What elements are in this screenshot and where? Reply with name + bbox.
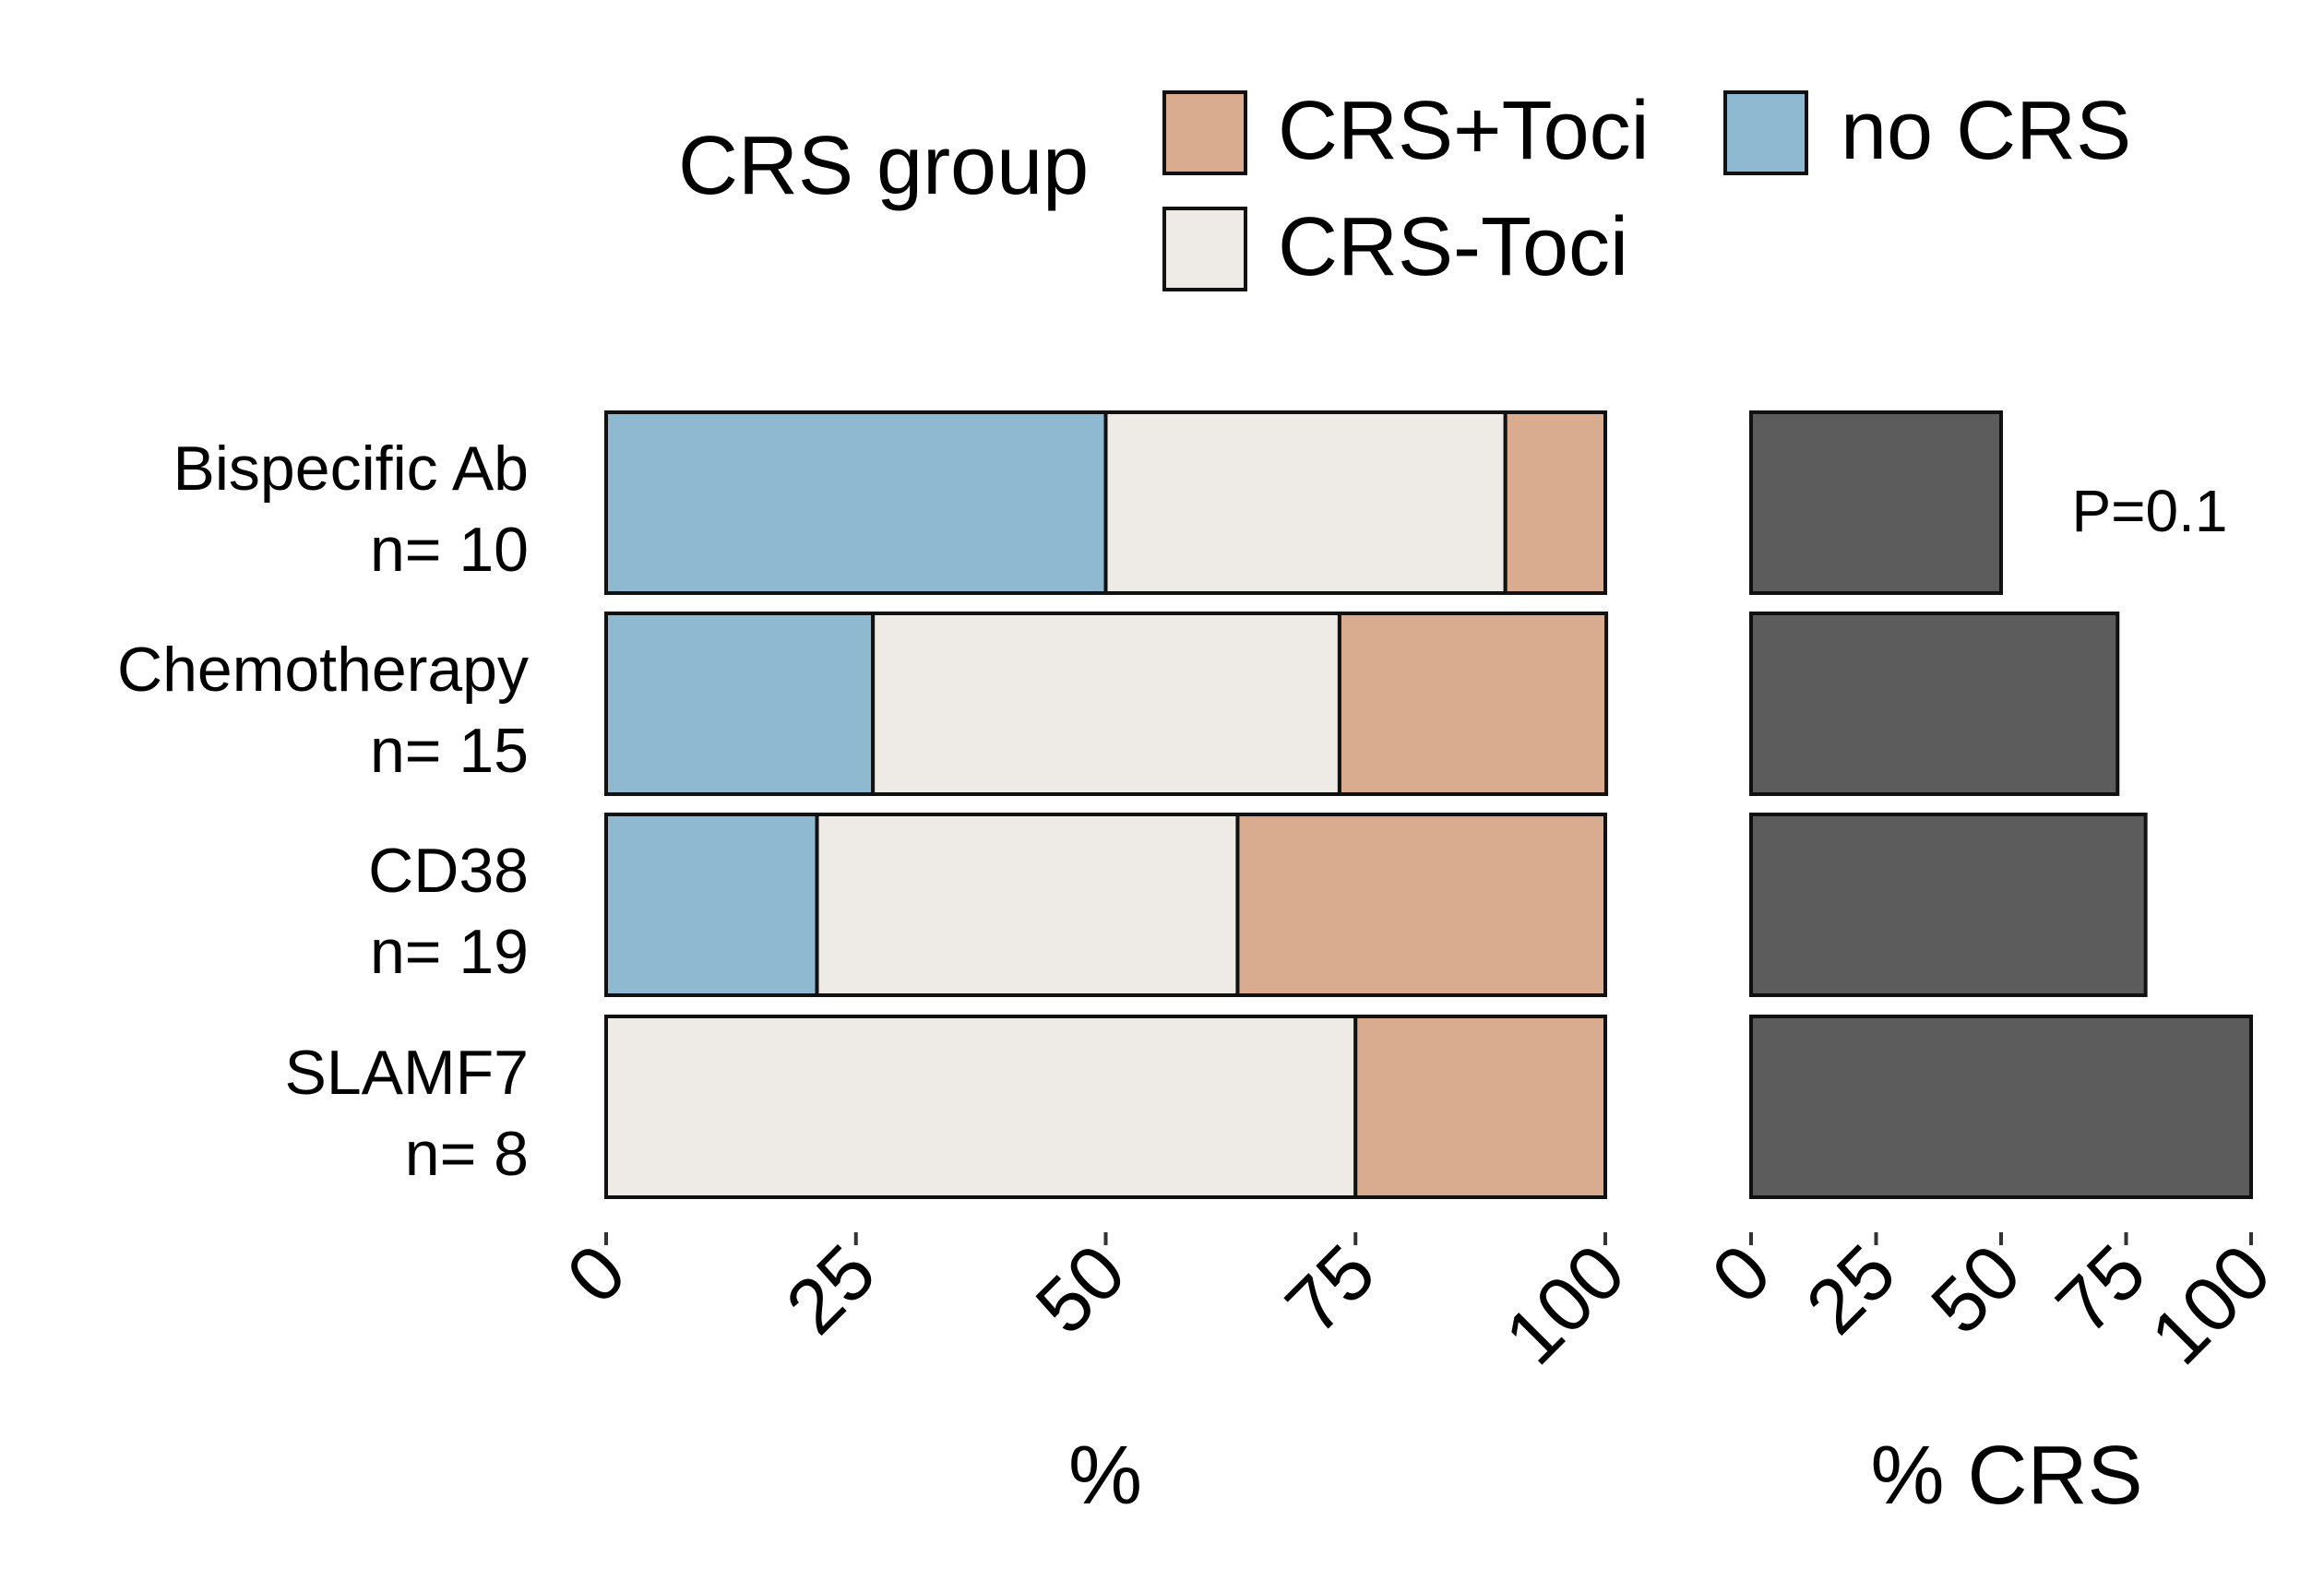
category-label-cd38: CD38 (368, 836, 529, 906)
x-axis-label: % (1068, 1430, 1142, 1522)
x-axis-tick-label-25: 25 (769, 1228, 892, 1350)
bar-segment-no-crs-chemotherapy (604, 612, 876, 796)
crs-bar-slamf7 (1749, 1015, 2253, 1199)
p-value-annotation: P=0.1 (2071, 478, 2227, 544)
x-axis-crs-tick-label-75: 75 (2040, 1228, 2163, 1350)
category-count-chemotherapy: n= 15 (370, 716, 529, 786)
legend-swatch-no-crs (1723, 90, 1808, 175)
x-axis-tick-label-0: 0 (550, 1228, 642, 1320)
category-count-cd38: n= 19 (370, 917, 529, 987)
category-label-bispecific-ab: Bispecific Ab (173, 434, 529, 504)
x-axis-tick-label-75: 75 (1269, 1228, 1391, 1350)
category-count-bispecific-ab: n= 10 (370, 515, 529, 585)
x-axis-crs-tick-label-50: 50 (1914, 1228, 2037, 1350)
x-axis-tick-label-50: 50 (1019, 1228, 1142, 1350)
bar-segment-crs-toci-slamf7 (604, 1015, 1358, 1199)
crs-bar-cd38 (1749, 813, 2148, 997)
x-axis-tick-label-100: 100 (1488, 1228, 1641, 1381)
category-label-slamf7: SLAMF7 (284, 1038, 529, 1108)
legend-swatch-crs-toci (1162, 90, 1247, 175)
bar-segment-no-crs-bispecific-ab (604, 410, 1108, 595)
legend-title: CRS group (678, 120, 1089, 212)
crs-bar-bispecific-ab (1749, 410, 2003, 595)
legend: CRS group CRS+Toci no CRS CRS-Toci (678, 85, 2131, 293)
bar-segment-no-crs-cd38 (604, 813, 819, 997)
x-axis-crs-tick-label-25: 25 (1790, 1228, 1913, 1350)
x-axis-crs-tick-label-0: 0 (1695, 1228, 1787, 1320)
category-count-slamf7: n= 8 (405, 1119, 529, 1189)
legend-label-crs-toci: CRS+Toci (1278, 85, 1650, 177)
crs-bar-chemotherapy (1749, 612, 2120, 796)
stacked-bar-panel: 0 25 50 75 100 % (550, 410, 1641, 1522)
bar-segment-crs-toci-chemotherapy (871, 612, 1341, 796)
bar-segment-crs-toci-slamf7 (1353, 1015, 1607, 1199)
category-label-chemotherapy: Chemotherapy (117, 635, 529, 705)
x-axis-crs-tick-label-100: 100 (2134, 1228, 2287, 1381)
legend-label-no-crs: no CRS (1841, 85, 2131, 177)
bar-segment-crs-toci-bispecific-ab (1503, 410, 1607, 595)
bar-segment-crs-toci-cd38 (815, 813, 1240, 997)
bar-segment-crs-toci-bispecific-ab (1103, 410, 1508, 595)
bar-segment-crs-toci-chemotherapy (1337, 612, 1609, 796)
bar-segment-crs-toci-cd38 (1235, 813, 1608, 997)
category-labels: Bispecific Ab n= 10 Chemotherapy n= 15 CD38 n… (117, 434, 529, 1189)
legend-swatch-crs-toci (1162, 207, 1247, 291)
legend-label-crs-toci: CRS-Toci (1278, 201, 1628, 293)
x-axis-label-crs: % CRS (1870, 1430, 2142, 1522)
